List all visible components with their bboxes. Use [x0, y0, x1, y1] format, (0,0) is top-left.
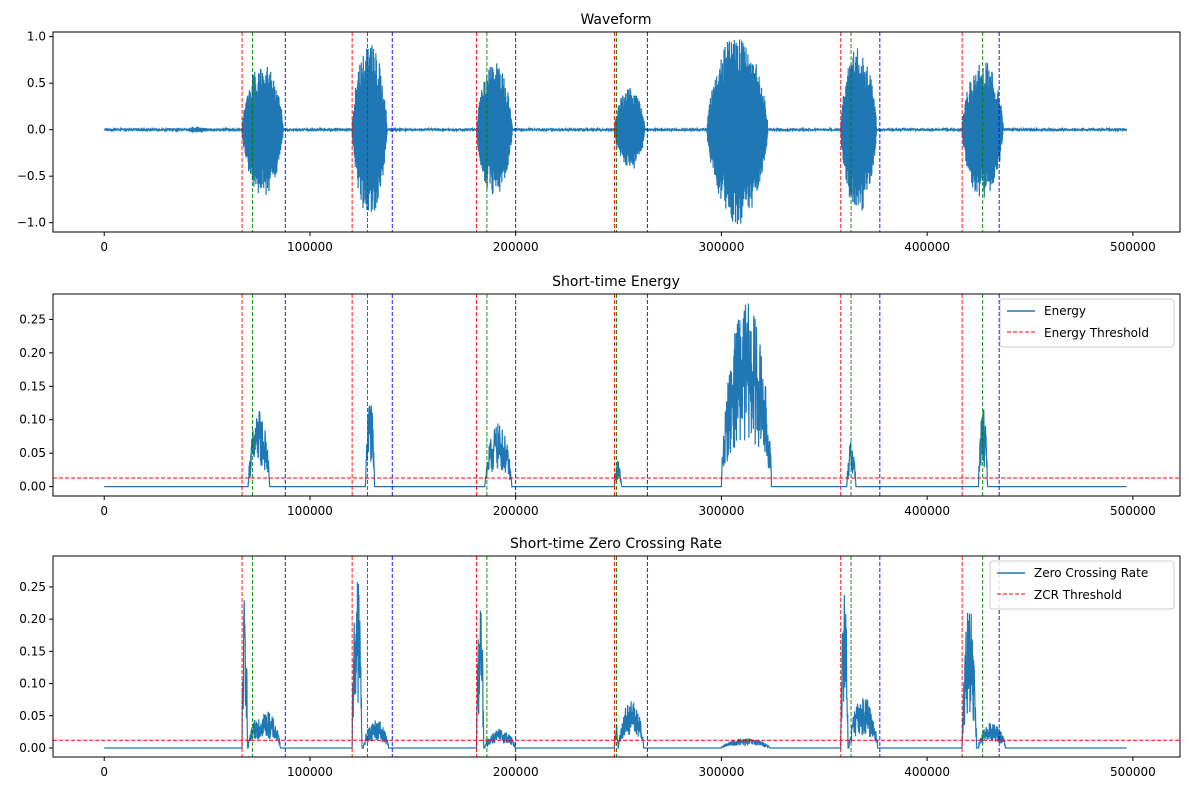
y-tick-label: −0.5: [17, 169, 46, 183]
plot-frame: [52, 293, 1181, 497]
legend-label-zcr-threshold: ZCR Threshold: [1034, 588, 1122, 602]
x-tick-label: 300000: [699, 504, 745, 518]
subplot-waveform: Waveform −1.0 −0.5 0.0 0.5 1.0 0 100000 …: [17, 12, 1181, 254]
y-tick-label: 0.20: [19, 346, 46, 360]
y-tick-label: 0.20: [19, 612, 46, 626]
y-tick-label: −1.0: [17, 216, 46, 230]
x-tick-label: 200000: [493, 765, 539, 779]
x-tick-label: 0: [100, 240, 108, 254]
energy-series: [104, 303, 1127, 488]
plot-title: Short-time Zero Crossing Rate: [510, 536, 722, 552]
zcr-series: [104, 582, 1127, 749]
x-tick-label: 500000: [1110, 240, 1156, 254]
x-tick-label: 400000: [904, 240, 950, 254]
x-tick-label: 100000: [287, 240, 333, 254]
x-tick-label: 0: [100, 765, 108, 779]
y-axis: 0.00 0.05 0.10 0.15 0.20 0.25: [19, 580, 53, 755]
y-tick-label: 0.0: [27, 123, 46, 137]
legend-label-energy-threshold: Energy Threshold: [1044, 326, 1149, 340]
legend-box: [989, 560, 1175, 610]
x-tick-label: 100000: [287, 504, 333, 518]
legend-label-energy: Energy: [1044, 304, 1086, 318]
boundary-lines: [241, 294, 1000, 496]
y-tick-label: 0.05: [19, 446, 46, 460]
series-line: [104, 582, 1127, 749]
y-tick-label: 0.15: [19, 379, 46, 393]
plot-frame: [52, 31, 1181, 233]
x-tick-label: 400000: [904, 765, 950, 779]
x-tick-label: 200000: [493, 240, 539, 254]
boundary-lines: [241, 32, 1000, 232]
y-tick-label: 0.5: [27, 76, 46, 90]
y-axis: 0.00 0.05 0.10 0.15 0.20 0.25: [19, 312, 53, 494]
plot-frame: [52, 555, 1181, 758]
plot-title: Waveform: [580, 12, 651, 28]
x-axis: 0 100000 200000 300000 400000 500000: [100, 757, 1156, 779]
x-tick-label: 100000: [287, 765, 333, 779]
y-tick-label: 0.25: [19, 312, 46, 326]
x-tick-label: 300000: [699, 765, 745, 779]
x-tick-label: 500000: [1110, 765, 1156, 779]
y-tick-label: 0.00: [19, 741, 46, 755]
x-tick-label: 500000: [1110, 504, 1156, 518]
legend-box: [999, 298, 1175, 348]
y-tick-label: 1.0: [27, 30, 46, 44]
legend: Zero Crossing Rate ZCR Threshold: [989, 560, 1175, 610]
series-line: [104, 39, 1128, 225]
subplot-zcr: Short-time Zero Crossing Rate 0.00 0.05 …: [19, 536, 1181, 779]
plot-title: Short-time Energy: [552, 274, 680, 290]
x-tick-label: 200000: [493, 504, 539, 518]
y-tick-label: 0.05: [19, 709, 46, 723]
x-axis: 0 100000 200000 300000 400000 500000: [100, 232, 1156, 254]
y-tick-label: 0.10: [19, 677, 46, 691]
legend: Energy Energy Threshold: [999, 298, 1175, 348]
y-tick-label: 0.15: [19, 644, 46, 658]
y-tick-label: 0.10: [19, 413, 46, 427]
subplot-energy: Short-time Energy 0.00 0.05 0.10 0.15 0.…: [19, 274, 1181, 518]
x-tick-label: 300000: [699, 240, 745, 254]
x-tick-label: 0: [100, 504, 108, 518]
legend-label-zcr: Zero Crossing Rate: [1034, 566, 1148, 580]
y-axis: −1.0 −0.5 0.0 0.5 1.0: [17, 30, 53, 230]
waveform-series: [104, 39, 1128, 225]
y-tick-label: 0.00: [19, 480, 46, 494]
x-axis: 0 100000 200000 300000 400000 500000: [100, 496, 1156, 518]
y-tick-label: 0.25: [19, 580, 46, 594]
series-line: [104, 303, 1127, 488]
x-tick-label: 400000: [904, 504, 950, 518]
